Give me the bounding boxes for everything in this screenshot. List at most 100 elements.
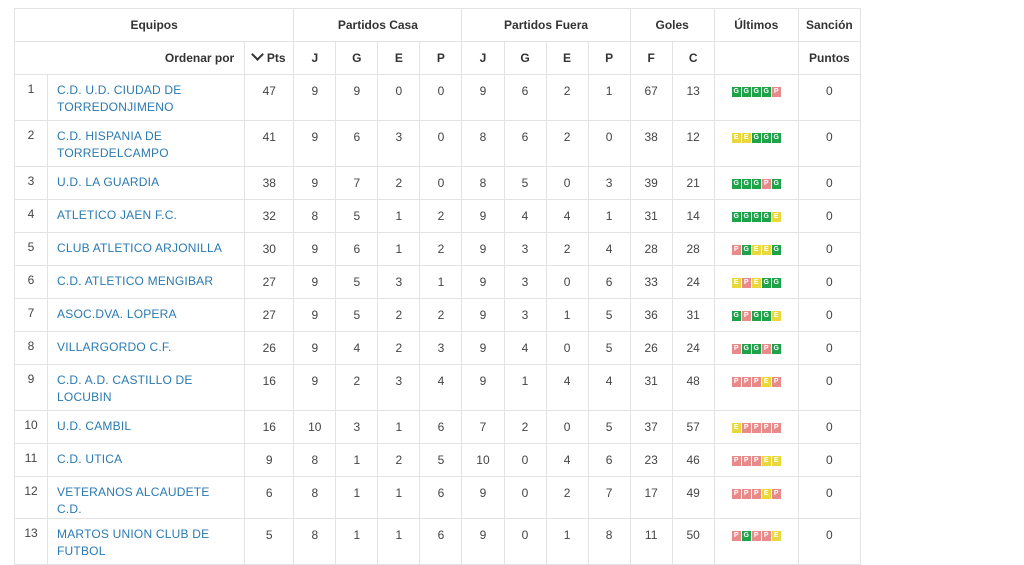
stat-c: 24 [686,275,700,289]
stat-cell-he: 1 [377,410,421,444]
stat-cell-c: 31 [671,298,715,332]
stat-cell-aj: 7 [461,410,505,444]
stat-hp: 6 [437,528,445,542]
stat-cell-hp: 6 [419,410,463,444]
stat-cell-ap: 6 [587,443,631,477]
team-link[interactable]: C.D. ATLETICO MENGIBAR [57,274,214,288]
form-result-G: G [751,179,761,189]
stat-hp: 6 [437,486,445,500]
stat-f: 36 [644,308,658,322]
stat-aj: 9 [479,209,487,223]
col-home-g[interactable]: G [335,41,379,75]
sancion-points: 0 [826,486,833,500]
stat-hj: 9 [311,130,319,144]
form-result-G: G [751,311,761,321]
table-row: 12 VETERANOS ALCAUDETE C.D. 6 8 1 1 6 9 0 2 7 17 49 P… [13,476,862,519]
stat-cell-aj: 9 [461,74,505,121]
stat-hj: 8 [311,486,319,500]
col-goles-f[interactable]: F [629,41,673,75]
team-link[interactable]: VILLARGORDO C.F. [57,340,172,354]
stat-ag: 3 [521,275,529,289]
sort-pts-button[interactable]: Pts [244,41,295,75]
form-result-P: P [741,489,751,499]
stat-hg: 3 [353,420,361,434]
sancion-points: 0 [826,84,833,98]
stat-cell-hp: 6 [419,518,463,565]
stat-cell-f: 67 [629,74,673,121]
stat-cell-pts: 16 [244,410,295,444]
stat-cell-ap: 0 [587,120,631,167]
stat-f: 28 [644,242,658,256]
team-link[interactable]: MARTOS UNION CLUB DE FUTBOL [57,527,210,558]
stat-cell-hj: 9 [293,74,337,121]
stat-cell-ag: 3 [503,265,547,299]
chevron-down-icon [251,48,264,61]
stat-hp: 2 [437,209,445,223]
stat-cell-he: 3 [377,120,421,167]
team-link[interactable]: ATLETICO JAEN F.C. [57,208,178,222]
team-link[interactable]: U.D. CAMBIL [57,419,132,433]
stat-cell-c: 28 [671,232,715,266]
stat-cell-ae: 1 [545,298,589,332]
stat-cell-f: 23 [629,443,673,477]
sancion-cell: 0 [797,74,862,121]
table-row: 6 C.D. ATLETICO MENGIBAR 27 9 5 3 1 9 3 0 6 33 24 E P E… [13,265,862,299]
position: 1 [27,82,35,96]
sancion-points: 0 [826,420,833,434]
team-link[interactable]: U.D. LA GUARDIA [57,175,160,189]
col-away-g[interactable]: G [503,41,547,75]
col-away-e[interactable]: E [545,41,589,75]
stat-cell-c: 24 [671,331,715,365]
team-cell: VETERANOS ALCAUDETE C.D. [47,476,246,519]
team-cell: VILLARGORDO C.F. [47,331,246,365]
stat-c: 24 [686,341,700,355]
stat-cell-c: 49 [671,476,715,519]
stat-cell-ae: 4 [545,364,589,411]
stat-cell-ae: 4 [545,199,589,233]
table-row: 13 MARTOS UNION CLUB DE FUTBOL 5 8 1 1 6 9 0 1 8 11… [13,518,862,565]
team-link[interactable]: VETERANOS ALCAUDETE C.D. [57,485,210,516]
col-away-j[interactable]: J [461,41,505,75]
col-away-p[interactable]: P [587,41,631,75]
stat-hg: 9 [353,84,361,98]
team-link[interactable]: C.D. U.D. CIUDAD DE TORREDONJIMENO [57,83,182,114]
stat-cell-hp: 4 [419,364,463,411]
stat-cell-hp: 0 [419,120,463,167]
stat-hp: 5 [437,453,445,467]
sancion-points: 0 [826,374,833,388]
stat-aj: 7 [479,420,487,434]
col-goles-c[interactable]: C [671,41,715,75]
stat-hg: 1 [353,486,361,500]
team-link[interactable]: CLUB ATLETICO ARJONILLA [57,241,223,255]
col-home-j[interactable]: J [293,41,337,75]
stat-cell-hj: 9 [293,120,337,167]
stat-cell-ag: 4 [503,199,547,233]
team-link[interactable]: C.D. UTICA [57,452,123,466]
form-result-G: G [771,133,781,143]
stat-ae: 2 [563,242,571,256]
stat-cell-aj: 8 [461,120,505,167]
team-link[interactable]: ASOC.DVA. LOPERA [57,307,177,321]
stat-aj: 9 [479,275,487,289]
stat-he: 1 [395,528,403,542]
col-puntos: Puntos [797,41,862,75]
form-result-P: P [761,179,771,189]
position: 11 [24,451,38,465]
stat-cell-ap: 7 [587,476,631,519]
col-home-e[interactable]: E [377,41,421,75]
col-home-p[interactable]: P [419,41,463,75]
stat-cell-pts: 32 [244,199,295,233]
stat-ae: 1 [563,528,571,542]
stat-cell-ae: 2 [545,476,589,519]
header-sancion: Sanción [797,8,862,42]
team-link[interactable]: C.D. HISPANIA DE TORREDELCAMPO [57,129,169,160]
stat-cell-pts: 38 [244,166,295,200]
stat-cell-ae: 1 [545,518,589,565]
form-result-E: E [731,278,741,288]
team-link[interactable]: C.D. A.D. CASTILLO DE LOCUBIN [57,373,193,404]
